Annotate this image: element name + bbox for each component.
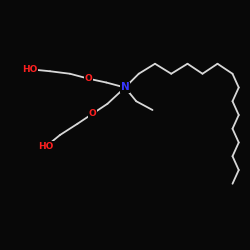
Text: HO: HO [22,66,38,74]
Text: O: O [88,109,96,118]
Text: O: O [85,74,92,83]
Text: N: N [120,82,130,92]
Text: HO: HO [38,142,54,151]
